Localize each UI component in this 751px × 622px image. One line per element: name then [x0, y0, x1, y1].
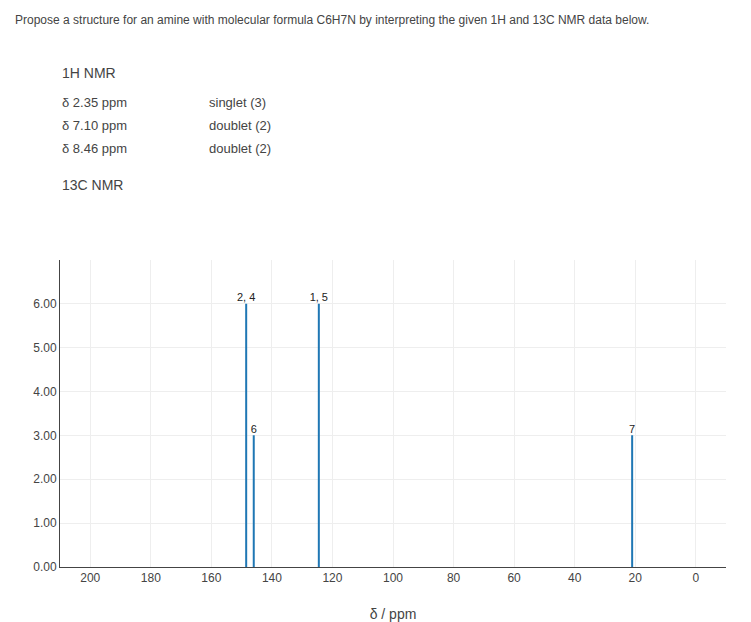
svg-text:20: 20	[629, 571, 643, 585]
svg-text:1H NMR: 1H NMR	[62, 65, 116, 81]
svg-text:δ 7.10 ppm: δ 7.10 ppm	[62, 118, 127, 133]
svg-text:7: 7	[629, 423, 635, 435]
svg-text:doublet (2): doublet (2)	[209, 118, 271, 133]
svg-text:60: 60	[507, 571, 521, 585]
svg-text:3.00: 3.00	[33, 429, 57, 443]
svg-text:Propose a structure for an ami: Propose a structure for an amine with mo…	[15, 13, 649, 27]
svg-text:2, 4: 2, 4	[237, 291, 255, 303]
svg-text:0.00: 0.00	[33, 560, 57, 574]
svg-text:δ 8.46 ppm: δ 8.46 ppm	[62, 141, 127, 156]
svg-text:180: 180	[141, 571, 161, 585]
svg-text:40: 40	[568, 571, 582, 585]
svg-text:160: 160	[201, 571, 221, 585]
svg-text:1.00: 1.00	[33, 516, 57, 530]
svg-text:120: 120	[322, 571, 342, 585]
svg-text:2.00: 2.00	[33, 472, 57, 486]
svg-text:6: 6	[251, 423, 257, 435]
svg-text:δ 2.35 ppm: δ 2.35 ppm	[62, 95, 127, 110]
svg-text:100: 100	[383, 571, 403, 585]
svg-text:1, 5: 1, 5	[310, 291, 328, 303]
svg-text:singlet (3): singlet (3)	[209, 95, 266, 110]
svg-text:6.00: 6.00	[33, 297, 57, 311]
svg-text:80: 80	[447, 571, 461, 585]
svg-text:140: 140	[262, 571, 282, 585]
svg-text:δ / ppm: δ / ppm	[370, 606, 417, 622]
svg-text:200: 200	[80, 571, 100, 585]
svg-text:0: 0	[692, 571, 699, 585]
svg-text:doublet (2): doublet (2)	[209, 141, 271, 156]
svg-text:13C NMR: 13C NMR	[62, 177, 123, 193]
svg-text:5.00: 5.00	[33, 341, 57, 355]
svg-text:4.00: 4.00	[33, 385, 57, 399]
